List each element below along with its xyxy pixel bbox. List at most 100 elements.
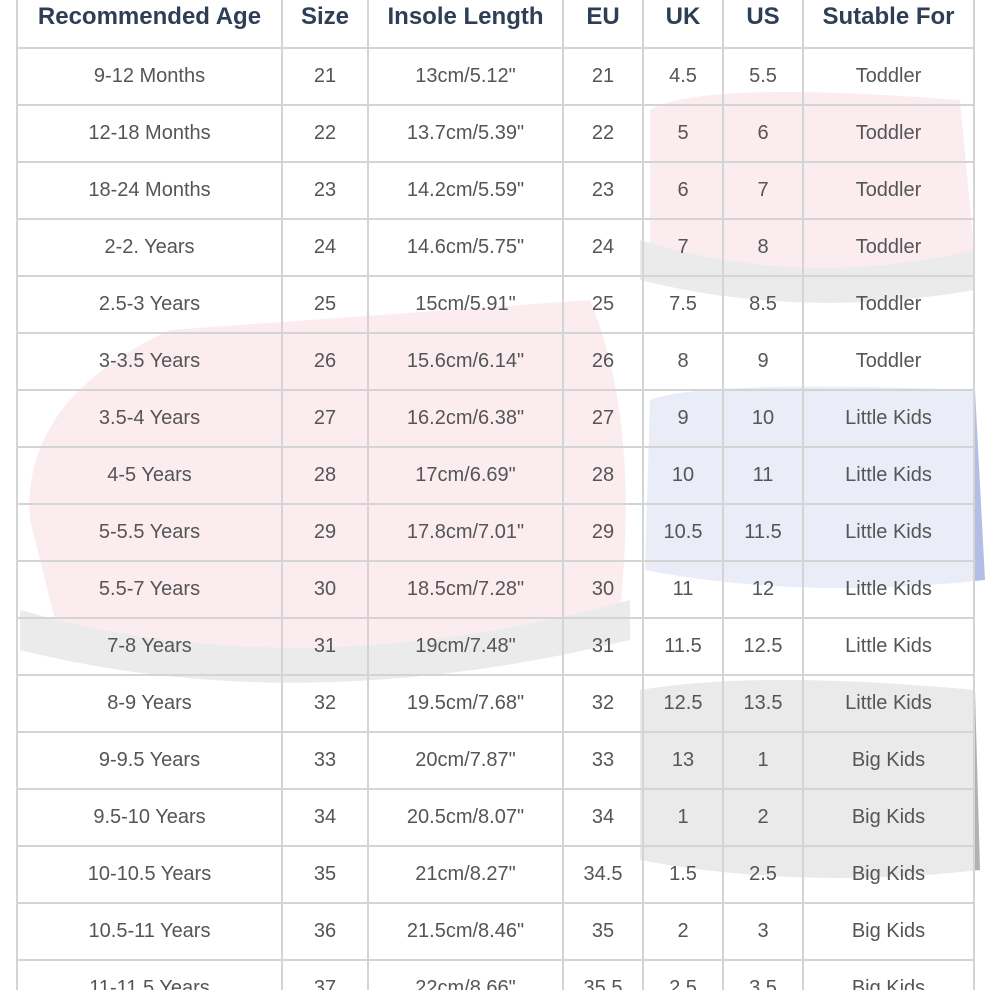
table-cell: 31 bbox=[281, 617, 369, 676]
table-cell: 4-5 Years bbox=[16, 446, 283, 505]
table-cell: 27 bbox=[281, 389, 369, 448]
table-cell: 25 bbox=[562, 275, 644, 334]
table-cell: 17.8cm/7.01" bbox=[367, 503, 564, 562]
table-cell: Toddler bbox=[802, 161, 975, 220]
table-cell: 14.2cm/5.59" bbox=[367, 161, 564, 220]
table-cell: 16.2cm/6.38" bbox=[367, 389, 564, 448]
table-cell: 33 bbox=[562, 731, 644, 790]
table-cell: 9-9.5 Years bbox=[16, 731, 283, 790]
table-cell: 12.5 bbox=[722, 617, 804, 676]
size-table: Recommended Age Size Insole Length EU UK US Su… bbox=[16, 0, 975, 990]
table-row: 11-11.5 Years 37 22cm/8.66" 35.5 2.5 3.5 Big K… bbox=[16, 959, 975, 990]
table-cell: 11 bbox=[642, 560, 724, 619]
table-cell: 8 bbox=[642, 332, 724, 391]
table-cell: 29 bbox=[562, 503, 644, 562]
table-row: 10-10.5 Years 35 21cm/8.27" 34.5 1.5 2.5 Big K… bbox=[16, 845, 975, 904]
table-cell: 12 bbox=[722, 560, 804, 619]
header-cell: Recommended Age bbox=[16, 0, 283, 49]
table-cell: 18-24 Months bbox=[16, 161, 283, 220]
table-cell: Big Kids bbox=[802, 731, 975, 790]
table-cell: 21 bbox=[562, 47, 644, 106]
table-row: 4-5 Years 28 17cm/6.69" 28 10 11 Little Kids bbox=[16, 446, 975, 505]
table-cell: 24 bbox=[562, 218, 644, 277]
table-cell: 2.5 bbox=[642, 959, 724, 990]
table-cell: Big Kids bbox=[802, 902, 975, 961]
header-row: Recommended Age Size Insole Length EU UK US Su… bbox=[16, 0, 975, 49]
table-cell: 2 bbox=[722, 788, 804, 847]
table-row: 10.5-11 Years 36 21.5cm/8.46" 35 2 3 Big Kids bbox=[16, 902, 975, 961]
table-cell: Toddler bbox=[802, 332, 975, 391]
table-cell: 27 bbox=[562, 389, 644, 448]
table-cell: 3 bbox=[722, 902, 804, 961]
table-cell: 15.6cm/6.14" bbox=[367, 332, 564, 391]
table-cell: Little Kids bbox=[802, 674, 975, 733]
table-cell: 11.5 bbox=[642, 617, 724, 676]
table-cell: 7-8 Years bbox=[16, 617, 283, 676]
table-cell: Little Kids bbox=[802, 560, 975, 619]
table-row: 5-5.5 Years 29 17.8cm/7.01" 29 10.5 11.5 Littl… bbox=[16, 503, 975, 562]
table-cell: 11.5 bbox=[722, 503, 804, 562]
table-cell: 29 bbox=[281, 503, 369, 562]
table-cell: 12.5 bbox=[642, 674, 724, 733]
table-cell: 8 bbox=[722, 218, 804, 277]
table-row: 8-9 Years 32 19.5cm/7.68" 32 12.5 13.5 Little … bbox=[16, 674, 975, 733]
table-cell: Big Kids bbox=[802, 845, 975, 904]
table-row: 7-8 Years 31 19cm/7.48" 31 11.5 12.5 Little Ki… bbox=[16, 617, 975, 676]
table-cell: 28 bbox=[281, 446, 369, 505]
table-row: 12-18 Months 22 13.7cm/5.39" 22 5 6 Toddler bbox=[16, 104, 975, 163]
table-cell: 25 bbox=[281, 275, 369, 334]
table-cell: 37 bbox=[281, 959, 369, 990]
table-cell: 20cm/7.87" bbox=[367, 731, 564, 790]
table-cell: 9.5-10 Years bbox=[16, 788, 283, 847]
table-cell: 12-18 Months bbox=[16, 104, 283, 163]
table-cell: 3-3.5 Years bbox=[16, 332, 283, 391]
table-cell: 4.5 bbox=[642, 47, 724, 106]
table-cell: 26 bbox=[281, 332, 369, 391]
header-cell: UK bbox=[642, 0, 724, 49]
table-cell: 31 bbox=[562, 617, 644, 676]
table-cell: 24 bbox=[281, 218, 369, 277]
header-cell: Size bbox=[281, 0, 369, 49]
table-cell: Toddler bbox=[802, 218, 975, 277]
table-cell: 22 bbox=[562, 104, 644, 163]
table-cell: 10 bbox=[722, 389, 804, 448]
table-cell: Toddler bbox=[802, 104, 975, 163]
table-row: 9-9.5 Years 33 20cm/7.87" 33 13 1 Big Kids bbox=[16, 731, 975, 790]
header-cell: Sutable For bbox=[802, 0, 975, 49]
table-cell: 5.5 bbox=[722, 47, 804, 106]
table-row: 18-24 Months 23 14.2cm/5.59" 23 6 7 Toddler bbox=[16, 161, 975, 220]
table-row: 2.5-3 Years 25 15cm/5.91" 25 7.5 8.5 Toddler bbox=[16, 275, 975, 334]
table-cell: 11 bbox=[722, 446, 804, 505]
table-cell: 13.5 bbox=[722, 674, 804, 733]
table-cell: 22cm/8.66" bbox=[367, 959, 564, 990]
table-row: 3-3.5 Years 26 15.6cm/6.14" 26 8 9 Toddler bbox=[16, 332, 975, 391]
table-row: 2-2. Years 24 14.6cm/5.75" 24 7 8 Toddler bbox=[16, 218, 975, 277]
table-cell: 34 bbox=[281, 788, 369, 847]
table-cell: 1 bbox=[642, 788, 724, 847]
table-cell: 5-5.5 Years bbox=[16, 503, 283, 562]
table-cell: 10.5 bbox=[642, 503, 724, 562]
table-cell: 14.6cm/5.75" bbox=[367, 218, 564, 277]
table-body: 9-12 Months 21 13cm/5.12" 21 4.5 5.5 Toddler 12… bbox=[16, 47, 975, 990]
table-cell: 13 bbox=[642, 731, 724, 790]
table-cell: 34 bbox=[562, 788, 644, 847]
table-cell: Big Kids bbox=[802, 788, 975, 847]
table-cell: 35 bbox=[562, 902, 644, 961]
table-cell: 13.7cm/5.39" bbox=[367, 104, 564, 163]
table-cell: 1 bbox=[722, 731, 804, 790]
table-row: 9.5-10 Years 34 20.5cm/8.07" 34 1 2 Big Kids bbox=[16, 788, 975, 847]
table-cell: Toddler bbox=[802, 47, 975, 106]
table-cell: Toddler bbox=[802, 275, 975, 334]
table-cell: 32 bbox=[562, 674, 644, 733]
table-cell: 6 bbox=[722, 104, 804, 163]
header-cell: Insole Length bbox=[367, 0, 564, 49]
table-row: 9-12 Months 21 13cm/5.12" 21 4.5 5.5 Toddler bbox=[16, 47, 975, 106]
header-cell: EU bbox=[562, 0, 644, 49]
table-cell: 34.5 bbox=[562, 845, 644, 904]
table-cell: 20.5cm/8.07" bbox=[367, 788, 564, 847]
table-cell: 9 bbox=[722, 332, 804, 391]
table-cell: Little Kids bbox=[802, 617, 975, 676]
table-cell: 11-11.5 Years bbox=[16, 959, 283, 990]
table-cell: 3.5-4 Years bbox=[16, 389, 283, 448]
